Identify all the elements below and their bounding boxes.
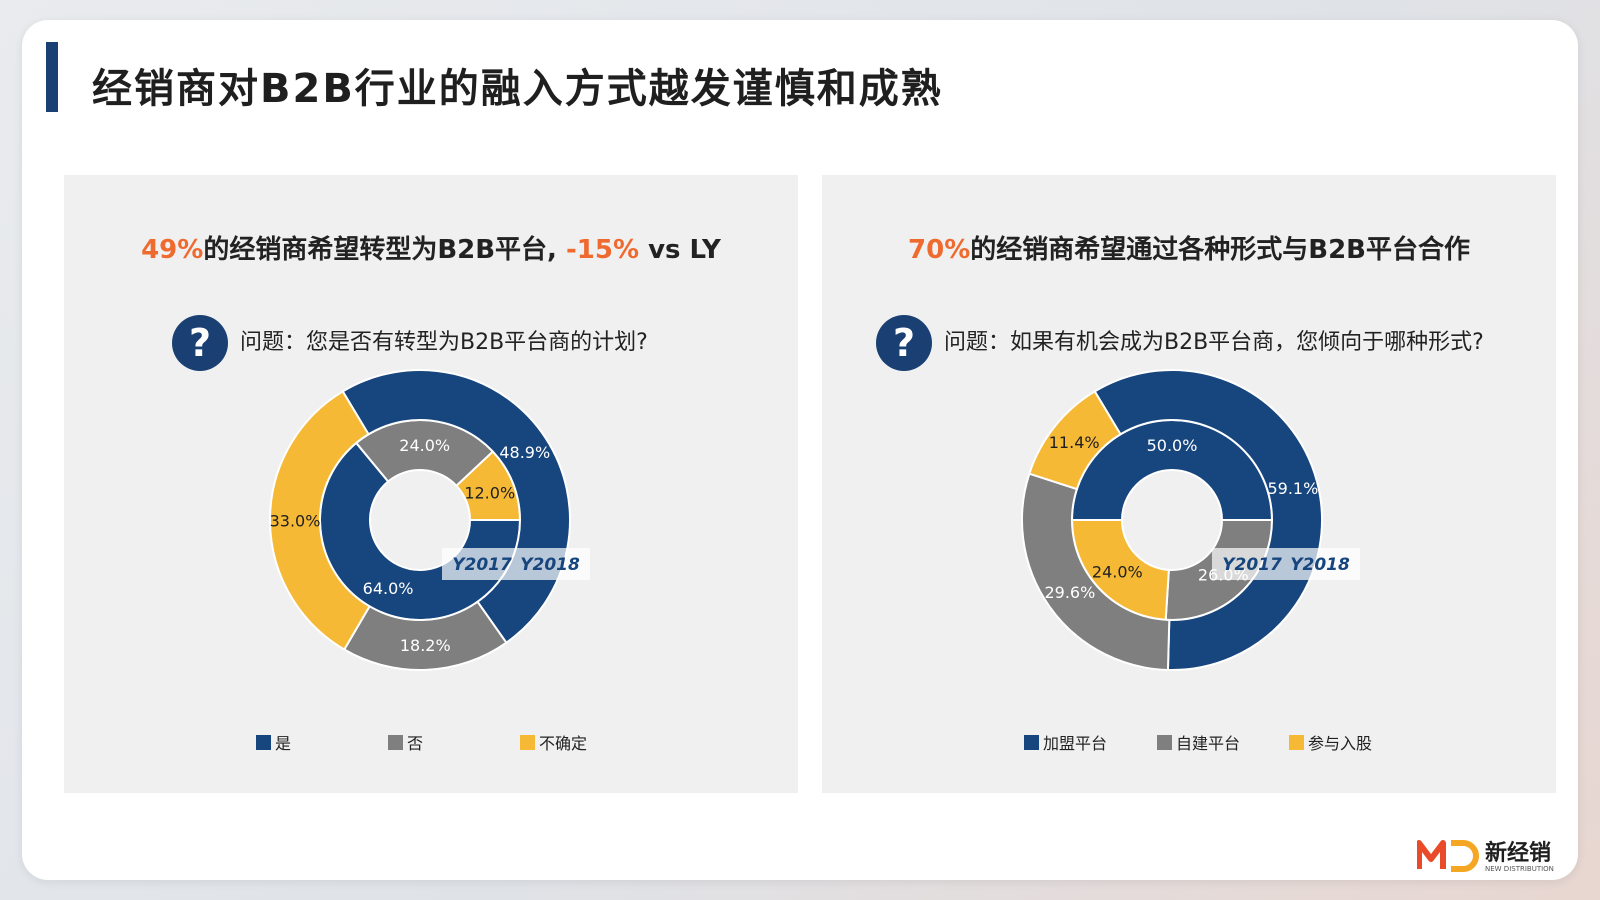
data-label: 59.1%: [1267, 479, 1318, 498]
outer-ring-slice-3: [269, 390, 371, 651]
ring-year-tag-bg: [442, 548, 590, 580]
legend-label: 是: [275, 734, 292, 753]
right-panel: 70%的经销商希望通过各种形式与B2B平台合作 ? 问题：如果有机会成为B2B平…: [822, 175, 1556, 793]
legend-label: 不确定: [539, 734, 588, 753]
data-label: 24.0%: [399, 436, 450, 455]
legend-item: 否: [388, 730, 423, 754]
title-accent-bar: [46, 42, 58, 112]
data-label: 24.0%: [1092, 562, 1143, 581]
legend-label: 否: [407, 734, 424, 753]
legend-swatch: [1289, 734, 1304, 750]
data-label: 48.9%: [499, 443, 550, 462]
legend-item: 自建平台: [1157, 730, 1240, 754]
right-headline-pct: 70%: [908, 235, 971, 265]
brand-name: 新经销: [1485, 841, 1552, 866]
outer-ring-slice-3: [1028, 390, 1122, 491]
legend-swatch: [1024, 734, 1039, 750]
right-legend: 加盟平台 自建平台 参与入股: [822, 730, 1556, 760]
data-label: 64.0%: [363, 579, 414, 598]
left-headline-mid: 的经销商希望转型为B2B平台,: [203, 235, 566, 265]
ring-year-tag: Y2017 Y2018: [1212, 548, 1360, 580]
data-label: 50.0%: [1147, 436, 1198, 455]
legend-item: 不确定: [520, 730, 587, 754]
question-icon: ?: [876, 315, 932, 371]
data-label: 11.4%: [1049, 433, 1100, 452]
page-title: 经销商对B2B行业的融入方式越发谨慎和成熟: [92, 66, 943, 112]
inner-ring-year-label: Y2017: [1222, 555, 1282, 575]
legend-item: 参与入股: [1289, 730, 1372, 754]
legend-swatch: [388, 734, 403, 750]
left-panel: 49%的经销商希望转型为B2B平台, -15% vs LY ? 问题：您是否有转…: [64, 175, 798, 793]
left-legend: 是 否 不确定: [64, 730, 798, 760]
legend-swatch: [520, 734, 535, 750]
outer-ring-slice-1: [1093, 369, 1323, 671]
ring-year-tag-bg: [1212, 548, 1360, 580]
ring-year-tag: Y2017 Y2018: [442, 548, 590, 580]
brand-mark-icon: [1416, 840, 1479, 872]
question-icon: ?: [172, 315, 228, 371]
data-label: 12.0%: [464, 483, 515, 502]
outer-ring-year-label: Y2018: [1290, 555, 1350, 575]
brand-logo: 新经销 NEW DISTRIBUTION: [1416, 835, 1557, 885]
brand-subtitle: NEW DISTRIBUTION: [1485, 865, 1554, 873]
legend-item: 是: [256, 730, 291, 754]
left-headline: 49%的经销商希望转型为B2B平台, -15% vs LY: [64, 229, 798, 266]
left-question: 问题：您是否有转型为B2B平台商的计划?: [240, 330, 648, 355]
right-question: 问题：如果有机会成为B2B平台商，您倾向于哪种形式?: [944, 330, 1484, 355]
data-label: 18.2%: [400, 636, 451, 655]
right-headline-rest: 的经销商希望通过各种形式与B2B平台合作: [970, 235, 1470, 265]
legend-label: 加盟平台: [1043, 734, 1108, 753]
outer-ring-slice-2: [1021, 472, 1171, 671]
slide-card: 经销商对B2B行业的融入方式越发谨慎和成熟 49%的经销商希望转型为B2B平台,…: [22, 20, 1578, 880]
left-headline-delta: -15%: [565, 235, 640, 265]
legend-item: 加盟平台: [1024, 730, 1107, 754]
right-headline: 70%的经销商希望通过各种形式与B2B平台合作: [822, 229, 1556, 266]
left-donut-chart: 64.0% 24.0% 12.0% 48.9% 18.2% 33.0% Y2017 Y2018: [269, 369, 590, 671]
legend-swatch: [256, 734, 271, 750]
legend-label: 参与入股: [1308, 734, 1373, 753]
data-label: 33.0%: [270, 512, 321, 531]
legend-label: 自建平台: [1176, 734, 1241, 753]
outer-ring-year-label: Y2018: [520, 555, 580, 575]
inner-ring-year-label: Y2017: [452, 555, 512, 575]
left-headline-tail: vs LY: [639, 235, 721, 265]
legend-swatch: [1157, 734, 1172, 750]
data-label: 29.6%: [1044, 583, 1095, 602]
left-headline-pct: 49%: [141, 235, 204, 265]
